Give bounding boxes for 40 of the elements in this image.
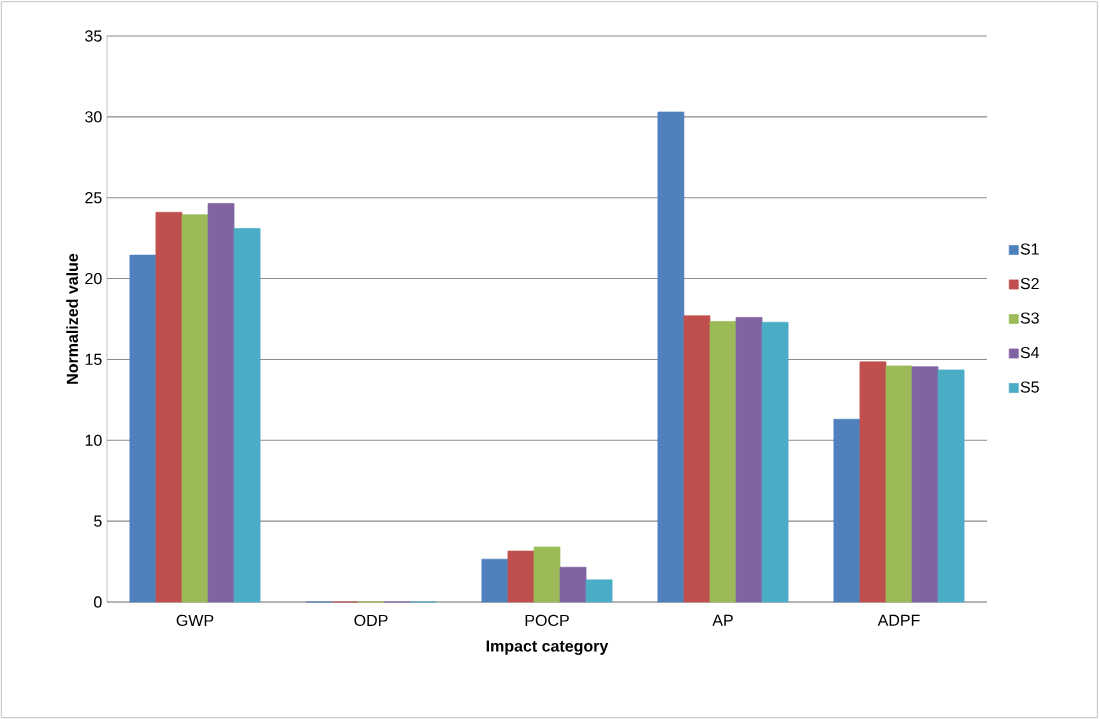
x-tick-label: ADPF (877, 614, 920, 626)
x-tick-label: GWP (176, 614, 214, 627)
bar (207, 203, 235, 603)
bar (585, 579, 613, 603)
bar (181, 214, 209, 603)
y-tick-label: 15 (85, 353, 102, 365)
y-tick-label: 20 (85, 272, 102, 285)
bar (683, 315, 711, 603)
bar (233, 228, 261, 603)
y-tick-label: 5 (94, 515, 102, 527)
bar (761, 321, 789, 603)
legend-label: S5 (1020, 381, 1039, 393)
bar (129, 254, 157, 603)
bar (657, 111, 685, 603)
legend-label: S4 (1020, 346, 1040, 359)
y-axis-title: Normalized value (66, 253, 78, 384)
legend-label: S2 (1020, 277, 1039, 290)
legend-label: S1 (1020, 243, 1039, 255)
x-tick-label: ODP (354, 614, 388, 627)
bar (533, 546, 561, 603)
y-tick-label: 25 (85, 192, 102, 204)
bar (709, 321, 737, 603)
bar (833, 418, 861, 603)
bar (859, 361, 887, 603)
bar (937, 369, 965, 603)
bar (885, 365, 913, 603)
legend-label: S3 (1020, 312, 1039, 324)
bar (735, 317, 763, 603)
y-tick-label: 35 (85, 30, 102, 42)
x-axis-title: Impact category (486, 640, 609, 655)
y-tick-label: 10 (85, 434, 102, 446)
y-tick-label: 30 (85, 111, 102, 123)
bar (911, 366, 939, 603)
x-tick-label: POCP (525, 614, 569, 627)
x-tick-label: AP (712, 614, 733, 626)
y-tick-label: 0 (94, 596, 102, 608)
bar (481, 558, 509, 603)
bar (559, 566, 587, 603)
bar (155, 211, 183, 603)
bar (507, 550, 535, 603)
